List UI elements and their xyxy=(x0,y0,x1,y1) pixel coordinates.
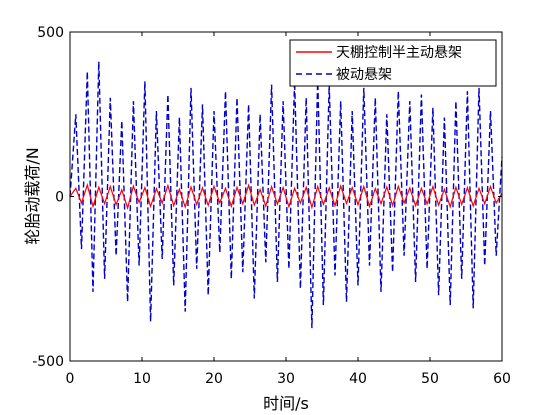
y-tick-label: -500 xyxy=(32,354,64,370)
series-line-semi-active xyxy=(69,182,503,211)
series-line-passive xyxy=(69,61,503,329)
x-tick-label: 30 xyxy=(277,371,295,387)
legend-box xyxy=(289,39,497,87)
legend-label-semi-active: 天棚控制半主动悬架 xyxy=(336,45,462,61)
x-tick-label: 10 xyxy=(133,371,151,387)
x-tick-label: 0 xyxy=(66,371,75,387)
x-tick-label: 50 xyxy=(421,371,439,387)
x-tick-label: 40 xyxy=(349,371,367,387)
legend-label-passive: 被动悬架 xyxy=(336,67,392,83)
series-layer xyxy=(69,61,503,329)
y-axis-title: 轮胎动载荷/N xyxy=(23,147,42,244)
x-axis-ticks: 0 10 20 30 40 50 60 xyxy=(66,32,511,387)
y-tick-label: 500 xyxy=(37,25,64,41)
x-axis-title: 时间/s xyxy=(263,394,309,413)
x-tick-label: 60 xyxy=(493,371,511,387)
y-axis-ticks: -500 0 500 xyxy=(32,25,502,370)
x-tick-label: 20 xyxy=(205,371,223,387)
legend: 天棚控制半主动悬架 被动悬架 xyxy=(289,39,497,87)
y-tick-label: 0 xyxy=(55,190,64,206)
